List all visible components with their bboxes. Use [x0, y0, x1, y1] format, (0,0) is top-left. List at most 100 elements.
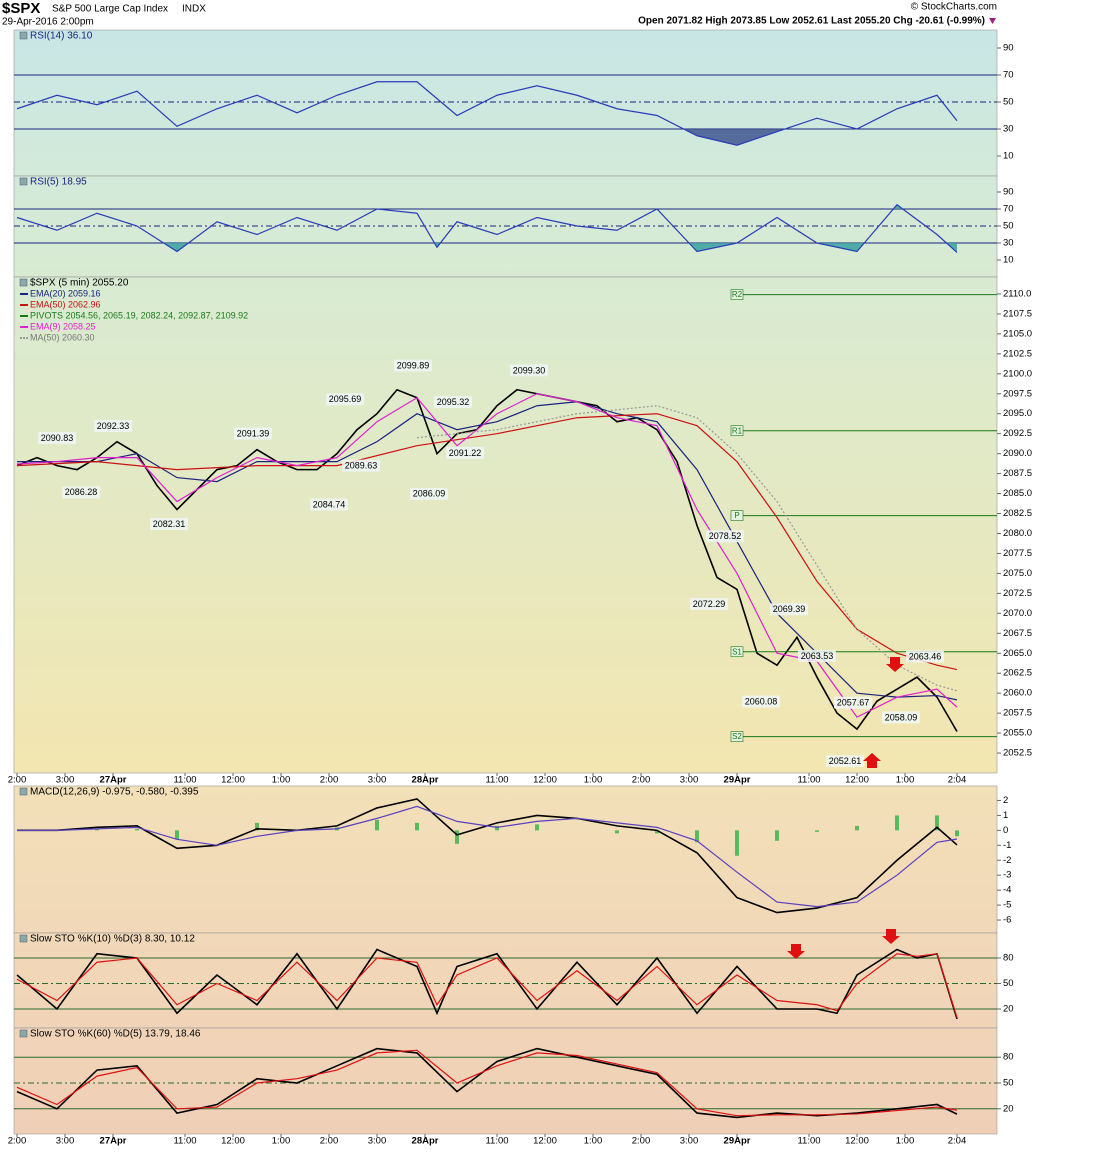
- x-tick-label: 1:00: [896, 775, 915, 786]
- y-tick-label: 10: [1003, 255, 1014, 266]
- x-tick-label: 2:00: [632, 775, 651, 786]
- change-icon: [989, 18, 996, 24]
- y-tick-label: 90: [1003, 43, 1014, 54]
- y-tick-label: 80: [1003, 953, 1014, 964]
- y-tick-label: 50: [1003, 1078, 1014, 1089]
- y-tick-label: 2075.0: [1003, 568, 1032, 579]
- price-label: 2089.63: [345, 460, 378, 470]
- panel-plot: [14, 948, 997, 1020]
- histogram-bar: [655, 830, 659, 834]
- price-label-box: [394, 359, 432, 372]
- price-label-box: [770, 603, 808, 616]
- y-tick-label: 50: [1003, 978, 1014, 989]
- x-tick-label: 11:00: [485, 775, 508, 786]
- x-tick-label: 12:00: [845, 1136, 869, 1147]
- y-tick-label: 2087.5: [1003, 468, 1032, 479]
- price-label: 2078.52: [709, 531, 742, 541]
- panel-plot: S2 S1 P R1 R2 2090.83 2092.33 2086.28 2082.31 209…: [16, 289, 997, 768]
- histogram-bar: [695, 830, 699, 843]
- histogram-bar: [255, 822, 259, 831]
- price-label-box: [882, 711, 920, 724]
- x-tick-label: 2:04: [948, 775, 967, 786]
- y-tick-label: 10: [1003, 151, 1014, 162]
- histogram-bar: [415, 822, 419, 831]
- y-tick-label: 50: [1003, 97, 1014, 108]
- price-label-box: [62, 486, 100, 499]
- legend-label: MA(50) 2060.30: [30, 332, 95, 342]
- histogram-bar: [855, 825, 859, 831]
- x-tick-label: 3:00: [56, 775, 75, 786]
- histogram-bar: [375, 819, 379, 831]
- y-tick-label: 20: [1003, 1004, 1014, 1015]
- price-label-box: [310, 498, 348, 511]
- x-tick-label: 12:00: [845, 775, 869, 786]
- price-label: 2095.69: [329, 394, 362, 404]
- title-icon: [19, 934, 28, 943]
- histogram-bar: [955, 830, 959, 837]
- x-tick-label: 1:00: [896, 1136, 915, 1147]
- y-tick-label: 30: [1003, 238, 1014, 249]
- x-tick-label: 12:00: [533, 775, 557, 786]
- price-label: 2069.39: [773, 604, 806, 614]
- histogram-bar: [135, 828, 139, 831]
- y-tick-label: 90: [1003, 187, 1014, 198]
- price-label: 2063.53: [801, 651, 834, 661]
- index-name: S&P 500 Large Cap Index: [52, 4, 168, 15]
- y-tick-label: 70: [1003, 204, 1014, 215]
- x-tick-label: 29Apr: [724, 775, 751, 786]
- x-tick-label: 2:00: [320, 775, 339, 786]
- arrow: [882, 929, 900, 944]
- x-tick-label: 3:00: [368, 775, 387, 786]
- histogram-bar: [895, 815, 899, 831]
- price-label: 2086.09: [413, 489, 446, 499]
- series-line: [16, 388, 958, 732]
- histogram-bar: [815, 830, 819, 832]
- y-tick-label: 2070.0: [1003, 608, 1032, 619]
- price-label-box: [510, 364, 548, 377]
- price-label-box: [38, 432, 76, 445]
- price-label: 2057.67: [837, 698, 870, 708]
- x-tick-label: 11:00: [173, 1136, 196, 1147]
- histogram-bar: [935, 815, 939, 831]
- arrow: [787, 944, 805, 959]
- title-icon: [19, 31, 28, 40]
- panel-title: MACD(12,26,9) -0.975, -0.580, -0.395: [30, 787, 199, 798]
- x-tick-label: 28Apr: [412, 775, 439, 786]
- histogram-bar: [535, 824, 539, 831]
- y-tick-label: 2: [1003, 795, 1008, 806]
- price-label-box: [94, 420, 132, 433]
- y-tick-label: 2100.0: [1003, 368, 1032, 379]
- price-label-box: [706, 530, 744, 543]
- x-tick-label: 3:00: [56, 1136, 75, 1147]
- x-tick-label: 28Apr: [412, 1136, 439, 1147]
- y-tick-label: -6: [1003, 915, 1011, 926]
- series-line: [16, 953, 958, 1018]
- x-tick-label: 2:00: [8, 775, 27, 786]
- y-tick-label: -4: [1003, 885, 1011, 896]
- x-tick-label: 2:00: [320, 1136, 339, 1147]
- y-tick-label: 2102.5: [1003, 348, 1032, 359]
- y-tick-label: 30: [1003, 124, 1014, 135]
- y-tick-label: 2067.5: [1003, 628, 1032, 639]
- price-label: 2063.46: [909, 651, 942, 661]
- histogram-bar: [735, 830, 739, 856]
- title-icon: [19, 1029, 28, 1038]
- x-tick-label: 12:00: [221, 775, 245, 786]
- y-tick-label: 0: [1003, 825, 1008, 836]
- y-tick-label: 2090.0: [1003, 448, 1032, 459]
- price-label-box: [742, 695, 780, 708]
- y-tick-label: -1: [1003, 840, 1011, 851]
- histogram-bar: [95, 828, 99, 831]
- series-line: [16, 1047, 958, 1119]
- price-label-box: [434, 396, 472, 409]
- y-tick-label: 2085.0: [1003, 488, 1032, 499]
- title-icon: [19, 177, 28, 186]
- series-line: [16, 81, 958, 146]
- price-label-box: [342, 459, 380, 472]
- panel-title: Slow STO %K(10) %D(3) 8.30, 10.12: [30, 934, 195, 945]
- y-tick-label: 20: [1003, 1103, 1014, 1114]
- panel-title: RSI(5) 18.95: [30, 177, 87, 188]
- legend-label: EMA(50) 2062.96: [30, 299, 101, 309]
- y-tick-label: 2057.5: [1003, 708, 1032, 719]
